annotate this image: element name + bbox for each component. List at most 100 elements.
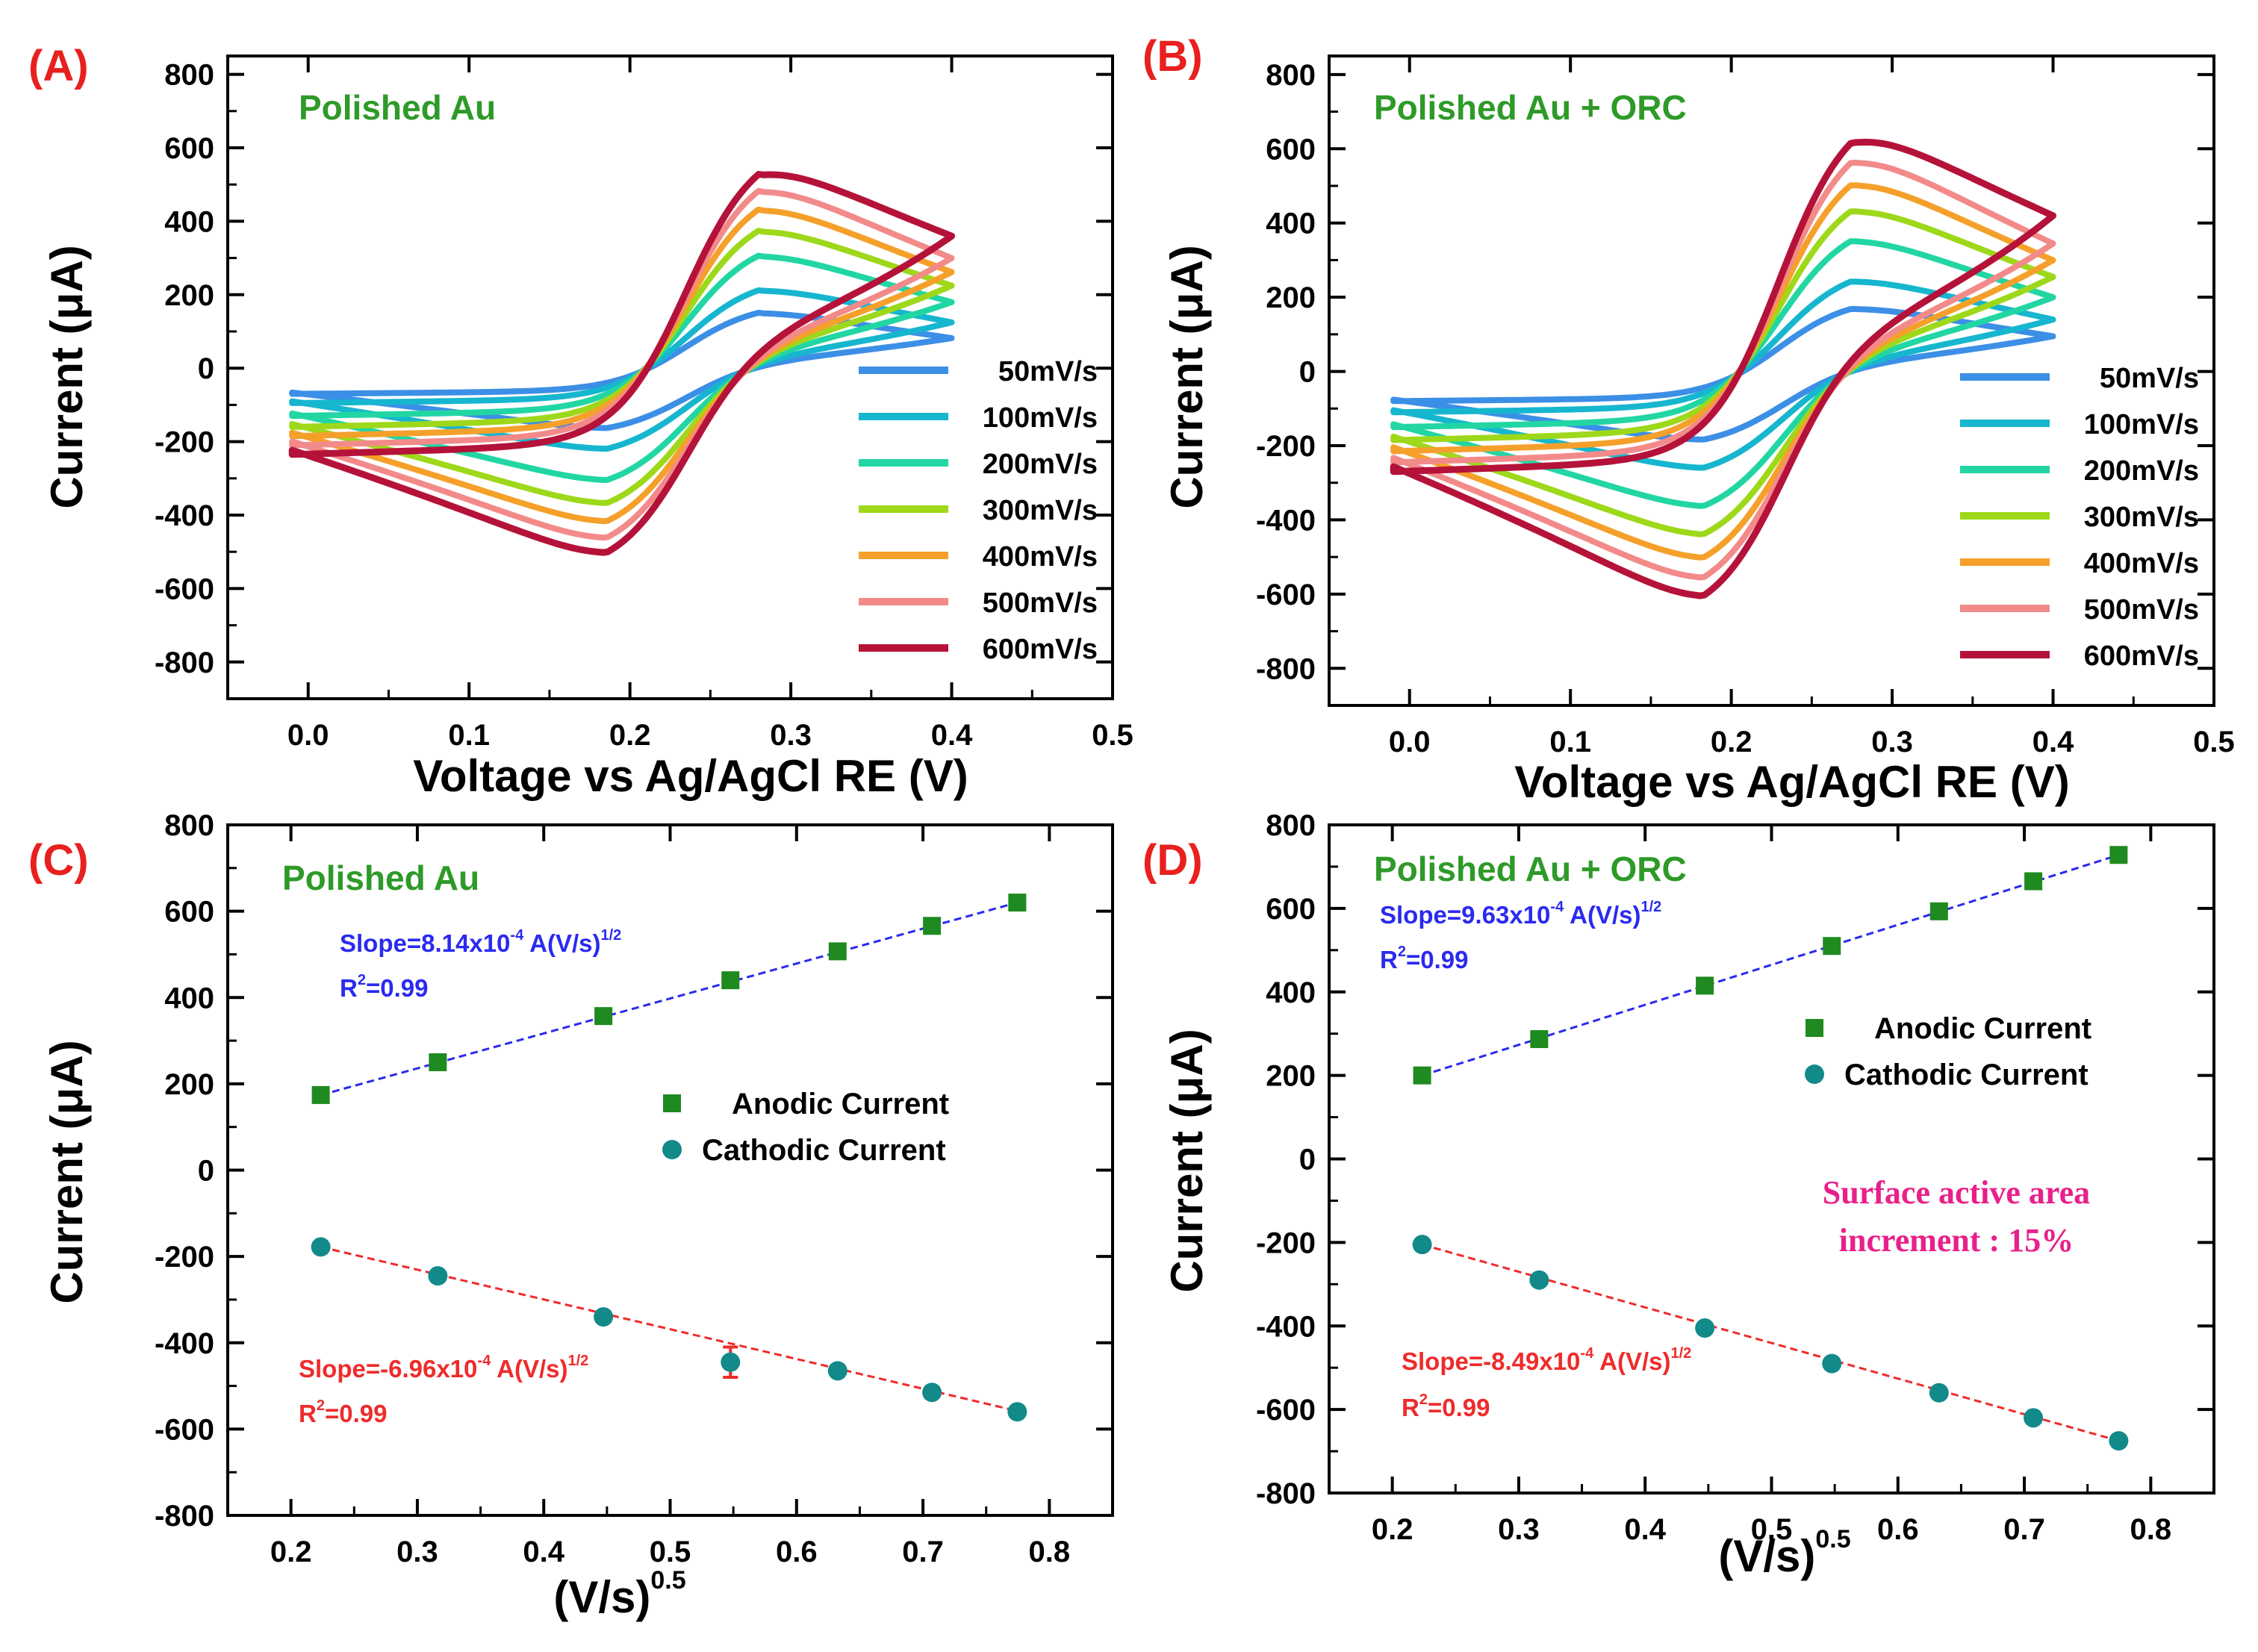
x-axis-label-sup: 0.5 (650, 1566, 685, 1595)
series-Cathodic Current (1412, 1235, 2129, 1451)
fit-slope-unit-sup: 1/2 (568, 1353, 589, 1369)
legend-label: 300mV/s (983, 495, 1098, 526)
legend-label-cathodic: Cathodic Current (1844, 1059, 2089, 1091)
x-tick-label: 0.5 (1751, 1513, 1793, 1546)
surface-area-annotation: increment : 15% (1839, 1222, 2074, 1259)
cv-curves (1390, 138, 2056, 599)
fit-r2-text: R2=0.99 (340, 972, 428, 1002)
y-axis-label: Current (μA) (42, 245, 92, 508)
y-tick-label: -600 (155, 1413, 214, 1446)
fit-slope-exp: -4 (510, 927, 524, 944)
cv-curve-300mV/s (1390, 208, 2056, 537)
y-tick-label: 0 (198, 352, 214, 385)
legend-label: 100mV/s (2084, 409, 2199, 440)
fit-slope-base: Slope=-8.49x10 (1402, 1347, 1580, 1375)
y-tick-label: 400 (1266, 208, 1316, 240)
y-tick-label: 200 (1266, 281, 1316, 314)
y-tick-label: -400 (155, 1327, 214, 1360)
x-tick-label: 0.1 (1549, 726, 1591, 758)
data-point-cathodic (2109, 1431, 2129, 1451)
fit-slope-unit: A(V/s) (523, 929, 600, 957)
legend-label: 400mV/s (983, 541, 1098, 573)
x-tick-label: 0.6 (1877, 1513, 1919, 1546)
y-tick-label: 800 (164, 809, 214, 842)
legend-label: 600mV/s (2084, 640, 2199, 672)
fit-r2-text: R2=0.99 (1380, 944, 1468, 973)
x-tick-label: 0.4 (2032, 726, 2074, 758)
data-point-anodic (1929, 902, 1948, 920)
surface-area-annotation: Surface active area (1823, 1174, 2090, 1211)
fit-slope-base: Slope=8.14x10 (340, 929, 510, 957)
cv-curve-600mV/s (288, 171, 955, 556)
legend-label: 100mV/s (983, 402, 1098, 434)
x-tick-label: 0.6 (776, 1536, 818, 1568)
y-tick-label: 800 (1266, 809, 1316, 842)
x-axis-label-sup: 0.5 (1815, 1525, 1850, 1553)
x-tick-label: 0.1 (448, 719, 490, 752)
cv-curve-400mV/s (289, 206, 955, 525)
data-point-anodic (2024, 872, 2043, 891)
data-point-anodic (1696, 976, 1714, 995)
x-axis-label: (V/s)0.5 (1718, 1525, 1850, 1581)
x-tick-label: 0.5 (2193, 726, 2235, 758)
legend-label: 50mV/s (998, 356, 1098, 387)
y-axis-label: Current (μA) (1162, 245, 1212, 508)
legend-label: 300mV/s (2084, 502, 2199, 533)
legend-marker-cathodic (1805, 1065, 1824, 1084)
fit-line-cathodic (1422, 1243, 2119, 1442)
data-point-anodic (1823, 937, 1841, 956)
y-tick-label: 200 (1266, 1060, 1316, 1093)
fit-r2-text: R2=0.99 (1402, 1391, 1490, 1421)
y-tick-label: 200 (164, 279, 214, 312)
panel-label: (A) (28, 42, 89, 90)
data-point-anodic (721, 971, 740, 990)
fit-slope-exp: -4 (477, 1353, 491, 1369)
y-tick-label: -200 (155, 1241, 214, 1274)
fit-r2-val: =0.99 (325, 1400, 388, 1427)
x-tick-label: 0.0 (287, 719, 329, 752)
y-tick-label: -400 (155, 499, 214, 532)
fit-r2-base: R (1380, 946, 1398, 973)
y-axis-label: Current (μA) (42, 1040, 92, 1303)
cv-curve-200mV/s (1390, 238, 2056, 509)
data-point-cathodic (1929, 1383, 1949, 1403)
fit-r2-base: R (1402, 1394, 1419, 1421)
fit-r2-val: =0.99 (366, 974, 429, 1002)
x-tick-label: 0.5 (650, 1536, 691, 1568)
x-tick-label: 0.3 (1871, 726, 1913, 758)
y-axis-label: Current (μA) (1162, 1029, 1212, 1292)
cv-curves (288, 171, 955, 556)
panel-title: Polished Au + ORC (1374, 850, 1687, 888)
y-tick-label: 0 (1299, 1144, 1316, 1176)
fit-r2-sup: 2 (1419, 1391, 1428, 1408)
fit-r2-base: R (340, 974, 358, 1002)
data-point-anodic (828, 942, 847, 961)
x-tick-label: 0.7 (902, 1536, 944, 1568)
plot-frame (226, 54, 1114, 700)
y-tick-label: -400 (1256, 504, 1316, 537)
y-tick-label: -200 (1256, 1226, 1316, 1259)
legend-label: 500mV/s (2084, 594, 2199, 626)
legend-label: 400mV/s (2084, 548, 2199, 579)
fit-slope-base: Slope=9.63x10 (1380, 901, 1550, 929)
y-tick-label: -600 (1256, 579, 1316, 611)
data-point-cathodic (1822, 1353, 1842, 1374)
x-tick-label: 0.0 (1389, 726, 1431, 758)
x-tick-label: 0.3 (770, 719, 812, 752)
x-tick-label: 0.3 (396, 1536, 438, 1568)
x-tick-label: 0.4 (1624, 1513, 1666, 1546)
data-point-cathodic (594, 1307, 614, 1327)
y-tick-label: 600 (164, 896, 214, 929)
y-tick-label: 400 (1266, 976, 1316, 1009)
data-point-cathodic (1529, 1270, 1549, 1290)
fit-r2-sup: 2 (317, 1397, 325, 1414)
y-tick-label: -800 (1256, 652, 1316, 685)
series-Anodic Current (1413, 846, 2128, 1085)
data-point-cathodic (922, 1383, 942, 1403)
y-tick-label: -200 (1256, 430, 1316, 463)
fit-slope-text: Slope=9.63x10-4 A(V/s)1/2 (1380, 899, 1661, 929)
legend-label: 500mV/s (983, 587, 1098, 619)
panel-C: 0.2 0.3 0.4 0.5 0.6 0.7 0.8-800-600-400-200020… (28, 809, 1114, 1622)
fit-slope-text: Slope=-6.96x10-4 A(V/s)1/2 (299, 1353, 588, 1383)
fit-line-cathodic (320, 1245, 1018, 1412)
